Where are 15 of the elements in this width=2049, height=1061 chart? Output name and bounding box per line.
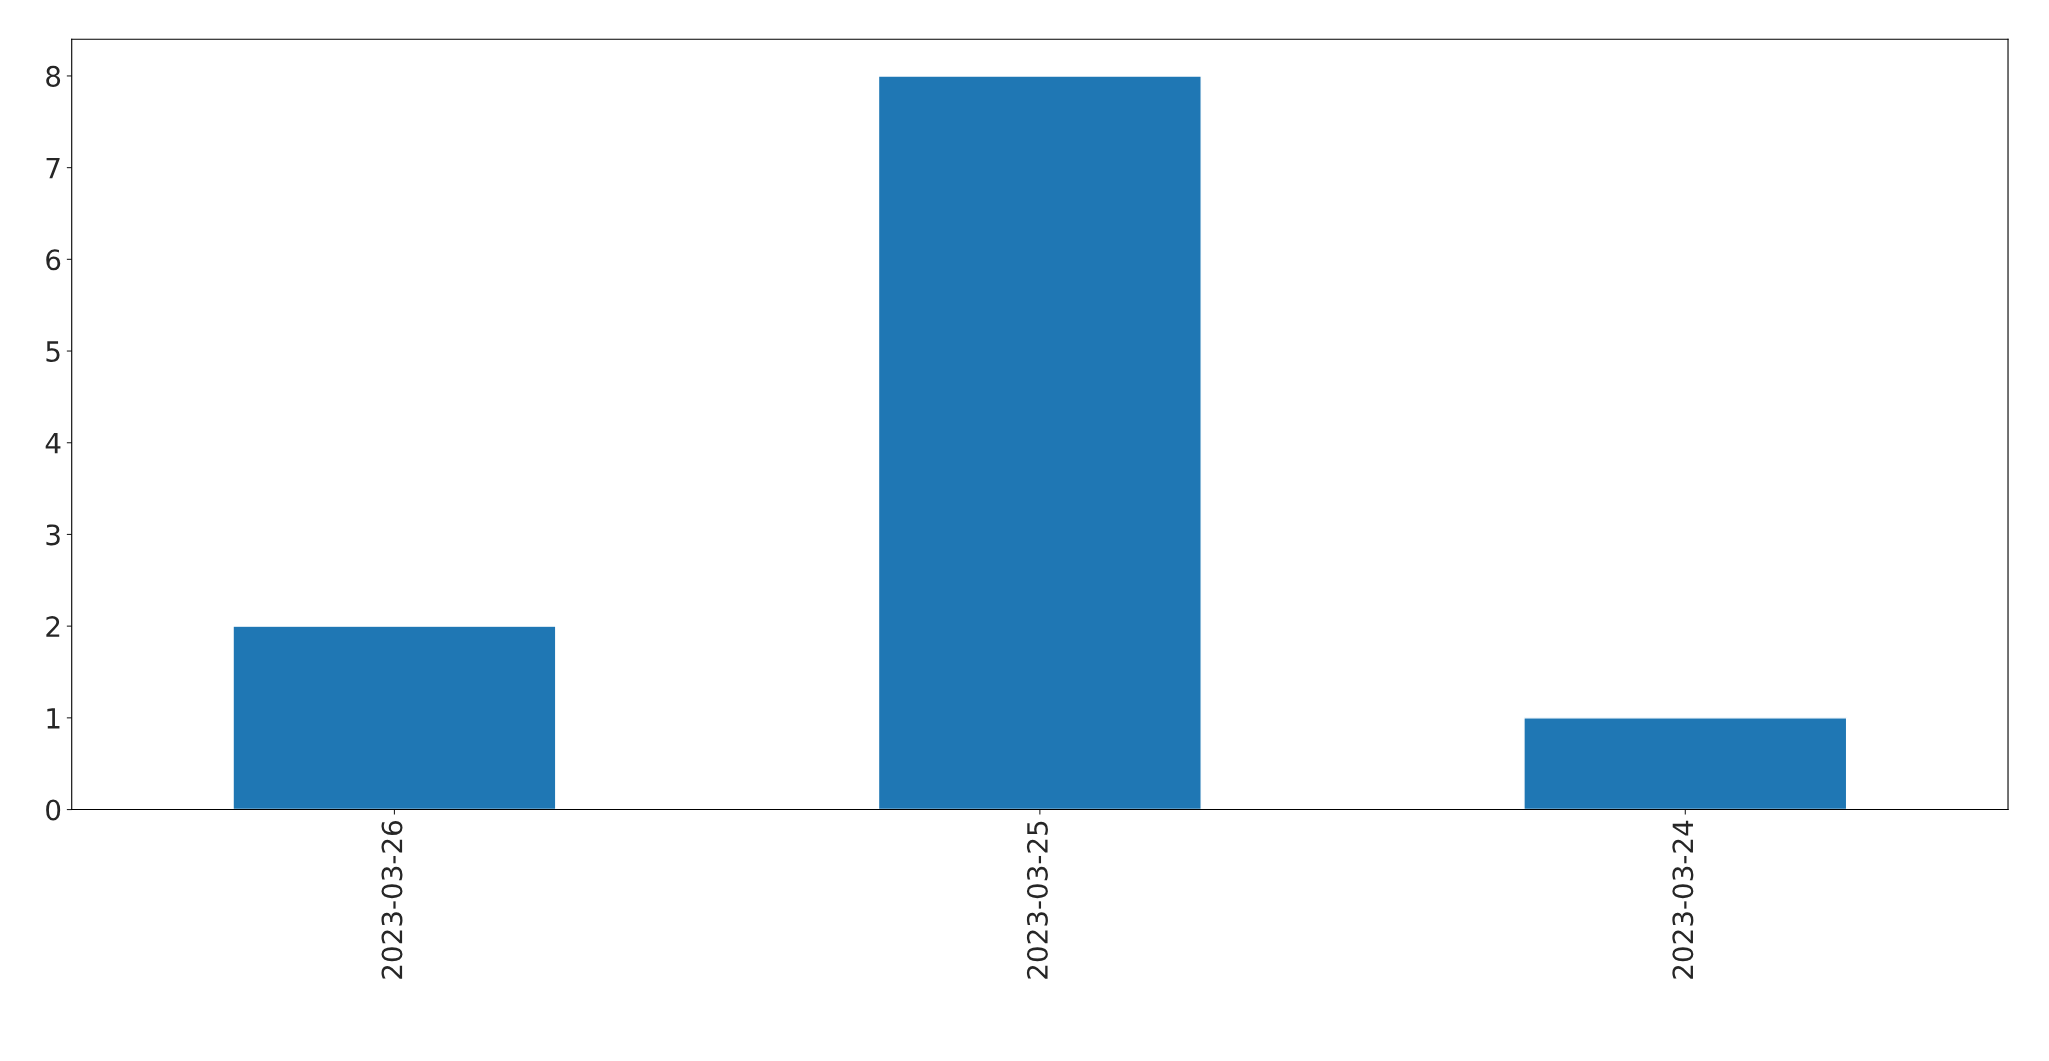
y-tick-label: 6: [46, 249, 61, 271]
y-tick-label: 7: [46, 157, 60, 179]
y-tick-label: 3: [46, 524, 60, 546]
y-tick-label: 2: [46, 616, 60, 637]
y-tick-label: 1: [47, 708, 60, 729]
x-tick-label: 2023-03-25: [1026, 821, 1048, 979]
x-tick-label: 2023-03-24: [1672, 820, 1694, 979]
y-tick-label: 8: [46, 65, 61, 87]
bar: [1523, 717, 1848, 810]
bar: [232, 625, 557, 810]
bar: [877, 75, 1202, 810]
x-tick-label: 2023-03-26: [381, 821, 403, 979]
y-tick-label: 4: [45, 433, 61, 454]
y-tick-label: 5: [46, 341, 60, 362]
y-tick-label: 0: [46, 799, 61, 821]
